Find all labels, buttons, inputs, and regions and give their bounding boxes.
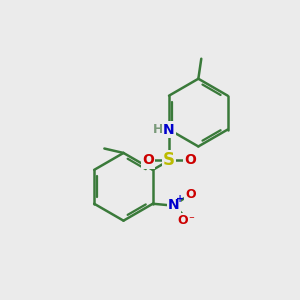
Text: O: O [142,154,154,167]
Text: S: S [163,152,175,169]
Text: +: + [176,194,184,204]
Text: ⁻: ⁻ [188,215,194,226]
Text: H: H [153,123,163,136]
Text: N: N [163,122,175,136]
Text: O: O [178,214,188,227]
Text: O: O [184,154,196,167]
Text: N: N [168,198,180,212]
Text: O: O [185,188,196,200]
